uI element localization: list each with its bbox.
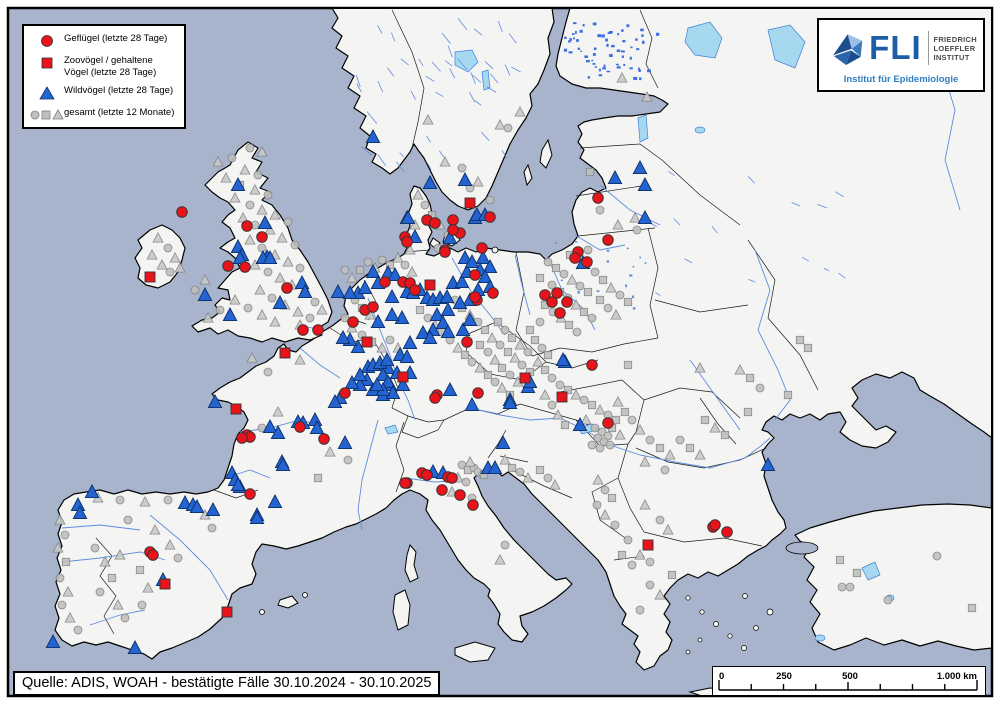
logo-divider (927, 31, 929, 65)
country-borders (95, 9, 819, 635)
legend-label: gesamt (letzte 12 Monate) (64, 107, 175, 118)
sea-marmara (785, 541, 819, 555)
island-mallorca (277, 595, 299, 609)
island-ibiza (259, 609, 265, 615)
blue-triangle-icon (30, 85, 64, 100)
land-turkey (794, 503, 991, 651)
lakes (384, 21, 895, 642)
fli-logo-box: FLI FRIEDRICH LOEFFLER INSTITUT Institut… (817, 18, 985, 92)
source-caption: Quelle: ADIS, WOAH - bestätigte Fälle 30… (13, 671, 441, 696)
water-speckles (355, 18, 846, 310)
legend-label: Wildvögel (letzte 28 Tage) (64, 85, 174, 96)
scale-label-0: 0 (719, 671, 724, 682)
scale-label-1000km: 1.000 km (937, 671, 977, 682)
legend-item-gefluegel: Geflügel (letzte 28 Tage) (30, 33, 178, 48)
scale-label-500: 500 (842, 671, 858, 682)
markers-gefluegel (144, 192, 733, 561)
island-sicily (454, 641, 496, 663)
logo-acronym: FLI (869, 29, 922, 66)
scale-bar: 0 250 500 1.000 km (712, 666, 986, 696)
legend-label: Zoovögel / gehaltene Vögel (letzte 28 Ta… (64, 55, 157, 78)
scale-label-250: 250 (776, 671, 792, 682)
island-corsica (404, 543, 419, 583)
red-square-icon (30, 55, 64, 70)
markers-gesamt-12-monate (52, 71, 977, 635)
legend-label: Geflügel (letzte 28 Tage) (64, 33, 168, 44)
logo-subtitle: Institut für Epidemiologie (843, 74, 959, 85)
island-bornholm (491, 246, 499, 254)
island-menorca (302, 592, 308, 598)
red-circle-icon (30, 33, 64, 48)
markers-zoovoegel (144, 197, 654, 618)
legend-item-wildvoegel: Wildvögel (letzte 28 Tage) (30, 85, 178, 100)
logo-institute-name: FRIEDRICH LOEFFLER INSTITUT (933, 34, 977, 62)
map-geography (45, 9, 991, 695)
gray-symbols-icon (30, 107, 64, 120)
markers-wildvoegel (45, 129, 776, 655)
island-oland (523, 163, 533, 187)
legend-item-gesamt: gesamt (letzte 12 Monate) (30, 107, 178, 120)
aegean-islands (685, 593, 774, 655)
island-gotland (539, 138, 553, 169)
island-sardinia (392, 589, 411, 631)
legend: Geflügel (letzte 28 Tage) Zoovögel / geh… (22, 24, 186, 129)
fli-bird-icon (833, 34, 863, 66)
legend-item-zoovoegel: Zoovögel / gehaltene Vögel (letzte 28 Ta… (30, 55, 178, 78)
scale-ruler (718, 680, 978, 691)
